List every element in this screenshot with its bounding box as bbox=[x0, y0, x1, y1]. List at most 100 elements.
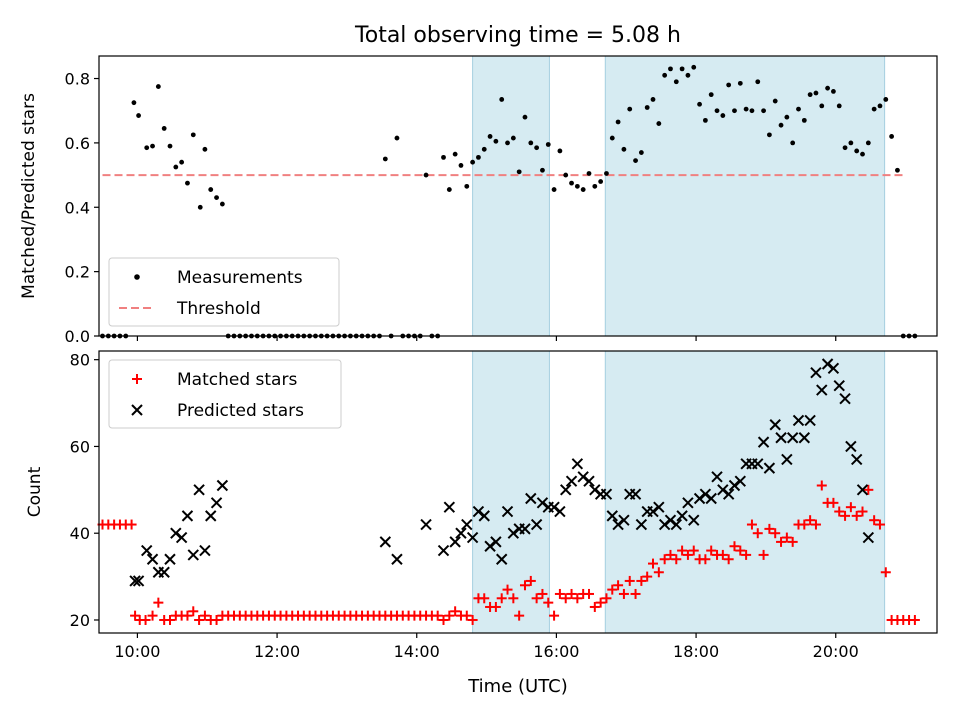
matched-star-marker bbox=[140, 614, 151, 625]
legend-label: Matched stars bbox=[177, 370, 297, 390]
predicted-star-marker bbox=[216, 479, 229, 492]
predicted-star-marker bbox=[752, 458, 764, 470]
matched-star-marker bbox=[845, 502, 856, 513]
predicted-star-marker bbox=[722, 488, 735, 500]
y-tick-label: 80 bbox=[70, 351, 90, 370]
measurement-point bbox=[702, 117, 708, 123]
predicted-star-marker bbox=[437, 544, 450, 557]
measurement-point bbox=[202, 146, 208, 152]
predicted-star-marker bbox=[507, 527, 520, 539]
matched-star-marker bbox=[543, 597, 554, 608]
matched-star-marker bbox=[688, 545, 699, 556]
predicted-star-marker bbox=[379, 536, 392, 548]
measurement-point bbox=[825, 85, 830, 91]
predicted-star-marker bbox=[856, 484, 869, 496]
count-panel: 10:00 12:00 14:00 16:00 18:00 20:00 20 40 60 80 Co… bbox=[25, 350, 938, 661]
matched-star-marker bbox=[857, 506, 868, 517]
predicted-star-marker bbox=[786, 432, 799, 444]
predicted-star-marker bbox=[850, 453, 863, 466]
y-tick-label: 60 bbox=[70, 437, 90, 456]
y-axis-label: Count bbox=[25, 466, 45, 517]
matched-star-marker bbox=[432, 610, 443, 621]
matched-star-marker bbox=[438, 614, 449, 625]
matched-star-marker bbox=[560, 593, 571, 604]
predicted-star-marker bbox=[158, 566, 170, 578]
measurement-point bbox=[831, 89, 836, 94]
measurement-point bbox=[136, 113, 141, 118]
matched-star-marker bbox=[624, 575, 635, 586]
measurement-point bbox=[446, 187, 452, 192]
matched-star-marker bbox=[659, 554, 670, 565]
matched-star-marker bbox=[752, 528, 763, 539]
legend-marker-predicted bbox=[131, 404, 143, 416]
measurement-point bbox=[441, 154, 446, 160]
measurement-point bbox=[586, 171, 592, 176]
axes-frame bbox=[98, 350, 938, 634]
matched-star-marker bbox=[758, 549, 769, 560]
matched-star-marker bbox=[799, 519, 810, 530]
predicted-star-marker bbox=[589, 484, 601, 496]
legend-marker-matched bbox=[132, 374, 142, 384]
matched-star-marker bbox=[531, 593, 542, 604]
axes-frame bbox=[98, 55, 938, 337]
matched-star-marker bbox=[764, 523, 775, 534]
legend-label: Measurements bbox=[177, 268, 303, 288]
matched-star-marker bbox=[630, 588, 641, 599]
matched-star-marker bbox=[583, 588, 594, 599]
matched-star-marker bbox=[618, 588, 629, 599]
matched-star-marker bbox=[648, 558, 659, 569]
measurement-point bbox=[761, 108, 766, 114]
predicted-star-marker bbox=[495, 553, 508, 565]
matched-star-marker bbox=[496, 593, 507, 604]
measurement-point bbox=[743, 106, 749, 112]
predicted-star-marker bbox=[420, 518, 432, 531]
predicted-star-marker bbox=[583, 475, 595, 487]
measurement-point bbox=[662, 72, 668, 78]
measurement-point bbox=[801, 117, 807, 123]
measurement-point bbox=[214, 195, 219, 201]
predicted-star-marker bbox=[658, 518, 671, 531]
predicted-star-marker bbox=[205, 510, 217, 522]
predicted-star-marker bbox=[676, 510, 688, 522]
matched-star-marker bbox=[444, 610, 455, 621]
matched-star-marker bbox=[816, 480, 827, 491]
measurement-point bbox=[813, 90, 819, 96]
predicted-star-marker bbox=[461, 518, 473, 531]
matched-star-marker bbox=[164, 614, 175, 625]
predicted-star-marker bbox=[711, 471, 723, 483]
predicted-star-marker bbox=[693, 492, 706, 505]
predicted-star-marker bbox=[810, 366, 822, 379]
predicted-star-marker bbox=[699, 488, 712, 500]
measurement-point bbox=[796, 106, 801, 112]
measurement-point bbox=[609, 135, 615, 141]
x-tick-label: 14:00 bbox=[394, 642, 440, 661]
predicted-star-marker bbox=[775, 432, 787, 444]
matched-star-marker bbox=[880, 567, 891, 578]
predicted-star-marker bbox=[717, 484, 729, 496]
matched-star-marker bbox=[840, 510, 851, 521]
predicted-star-marker bbox=[664, 514, 677, 526]
predicted-star-marker bbox=[845, 440, 857, 453]
measurement-point bbox=[848, 140, 854, 146]
shaded-interval bbox=[472, 55, 550, 337]
x-tick-label: 20:00 bbox=[813, 642, 859, 661]
y-tick-label: 0.8 bbox=[65, 70, 90, 89]
predicted-star-marker bbox=[164, 553, 176, 565]
measurement-point bbox=[621, 146, 627, 152]
predicted-star-marker bbox=[612, 518, 624, 531]
measurement-point bbox=[522, 114, 528, 120]
matched-star-marker bbox=[502, 584, 513, 595]
predicted-star-marker bbox=[478, 510, 490, 522]
predicted-star-marker bbox=[455, 527, 467, 539]
measurement-point bbox=[604, 171, 609, 176]
measurement-point bbox=[778, 122, 784, 128]
measurement-point bbox=[638, 150, 644, 155]
matched-star-marker bbox=[671, 554, 682, 565]
measurement-point bbox=[574, 183, 580, 189]
matched-star-marker bbox=[741, 549, 752, 560]
measurement-point bbox=[767, 132, 772, 138]
matched-star-marker bbox=[700, 554, 711, 565]
matched-star-marker bbox=[682, 549, 693, 560]
measurement-point bbox=[481, 146, 487, 152]
